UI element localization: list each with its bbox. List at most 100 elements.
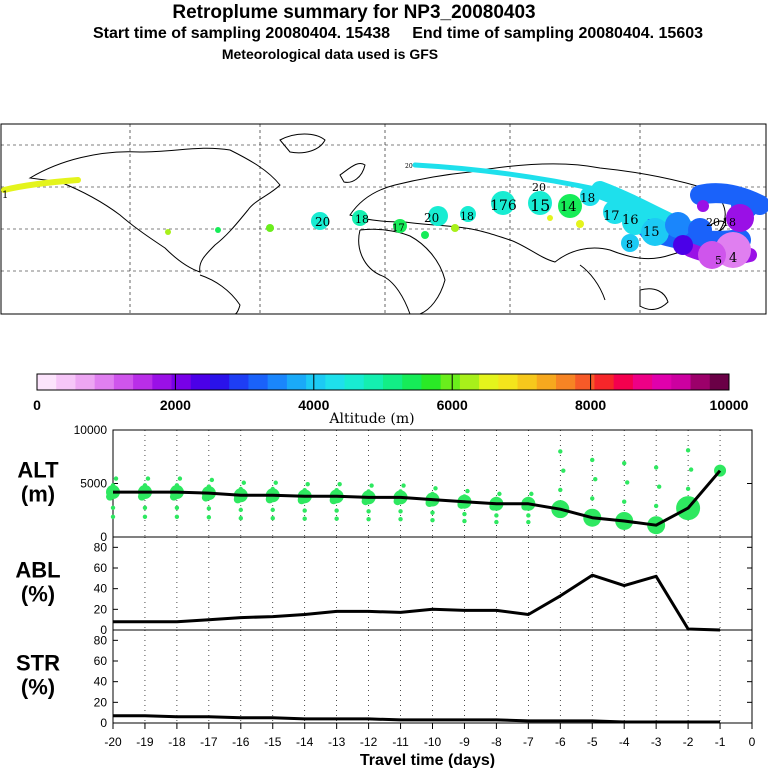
plume-particle-dot [653, 503, 659, 509]
plume-particle-dot [270, 486, 275, 492]
plume-particle-dot [494, 513, 499, 518]
plume-particle-dot [593, 477, 598, 482]
colorbar-swatch [229, 374, 249, 390]
colorbar-swatch [133, 374, 153, 390]
colorbar-tick-label: 10000 [710, 397, 749, 413]
colorbar-swatch [556, 374, 576, 390]
plume-particle-dot [462, 511, 467, 517]
x-tick-label: -2 [683, 735, 694, 749]
x-tick-label: -8 [491, 735, 502, 749]
colorbar-tick-label: 2000 [160, 397, 191, 413]
plume-particle-dot [526, 496, 531, 502]
plume-particle-dot [494, 519, 499, 525]
plume-particle-dot [366, 516, 371, 522]
plume-particle-dot [688, 467, 694, 472]
panel-ylabel: ALT [17, 458, 59, 483]
plume-particle-dot [334, 516, 339, 521]
series-line-abl [113, 573, 721, 632]
plume-particle-dot [625, 480, 630, 485]
plume-particle-dot [337, 481, 342, 487]
panel-frame [112, 629, 753, 724]
plume-particle-dot [398, 489, 403, 494]
colorbar-swatch [248, 374, 269, 390]
plume-particle-dot [174, 505, 180, 510]
x-axis: -20 -19 -18 -17 -16 -15 -14 -13 -12 -11 -10 -9 -8 -7-… [104, 723, 756, 768]
colorbar-swatch [652, 374, 672, 390]
plume-particle-dot [529, 491, 534, 497]
colorbar-swatch [498, 374, 519, 390]
plume-particle-dot [334, 488, 339, 493]
y-tick-label: 60 [94, 654, 108, 668]
plume-particle-dot [558, 502, 563, 508]
plume-particle-dot [174, 514, 180, 519]
time-series-panels: 0500010000ALT(m)020406080ABL(%)020406080… [15, 423, 755, 768]
plume-particle-dot [590, 457, 595, 463]
x-tick-label: -5 [587, 735, 598, 749]
colorbar-tick-label: 6000 [437, 397, 468, 413]
plume-particle-dot [685, 486, 691, 492]
y-tick-label: 80 [94, 633, 108, 647]
map-label: 176 [490, 198, 517, 214]
series-line-str [113, 714, 720, 724]
x-tick-label: -7 [523, 735, 534, 749]
colorbar-swatch [575, 374, 595, 390]
colorbar-swatch [690, 374, 711, 390]
y-tick-label: 5000 [80, 477, 107, 491]
map-label: 18 [722, 216, 736, 229]
y-tick-label: 60 [94, 561, 108, 575]
plume-particle-dot [206, 515, 212, 520]
plume-particle-dot [622, 460, 627, 466]
colorbar-swatch [440, 374, 461, 390]
colorbar-swatch [671, 374, 692, 390]
colorbar-swatch [190, 374, 211, 390]
plume-particle-dot [334, 508, 339, 513]
y-tick-label: 0 [100, 530, 107, 544]
plume-particle-dot [465, 488, 470, 494]
x-tick-label: -17 [200, 735, 218, 749]
colorbar-label: Altitude (m) [328, 411, 414, 427]
plume-particle-dot [433, 486, 438, 491]
x-tick-label: -13 [328, 735, 346, 749]
plume-particle-dot [110, 483, 116, 488]
map-label: 14 [560, 200, 577, 215]
y-tick-label: 40 [94, 582, 108, 596]
x-tick-label: -6 [555, 735, 566, 749]
world-map: 20 18 17 20 18 176 15 14 20 18 17 16 15 … [0, 123, 768, 315]
plume-particle-dot [305, 481, 310, 487]
x-tick-label: -20 [104, 735, 122, 749]
colorbar-swatch [113, 374, 134, 390]
map-label: 4 [729, 251, 737, 266]
colorbar-tick-label: 4000 [298, 397, 329, 413]
plume-particle-dot [145, 476, 151, 481]
plume-day-labels: 20 18 17 20 18 176 15 14 20 18 17 16 15 … [2, 163, 737, 267]
y-tick-label: 80 [94, 540, 108, 554]
panel-ylabel: STR [16, 651, 60, 676]
plume-particle-dot [142, 514, 148, 519]
plume-particle-dot [142, 483, 148, 488]
series-line-alt [113, 469, 722, 527]
x-axis-label: Travel time (days) [360, 752, 495, 768]
colorbar-swatch [536, 374, 557, 390]
colorbar-swatch [286, 374, 307, 390]
colorbar-tick-label: 8000 [575, 397, 606, 413]
x-tick-label: -18 [168, 735, 186, 749]
colorbar-swatch [709, 374, 730, 390]
plume-particle-dot [238, 507, 243, 513]
plume-particle-dot [430, 517, 435, 523]
map-label: 20 [706, 216, 720, 229]
colorbar-swatch [594, 374, 615, 390]
colorbar: 0 2000 4000 6000 8000 10000 Altitude (m) [33, 373, 749, 427]
plume-particle-dot [369, 483, 374, 488]
plume-particle-dot [561, 468, 566, 473]
plume-particle-dot [622, 499, 627, 504]
x-tick-label: -19 [136, 735, 154, 749]
plume-particle-dot [302, 488, 307, 493]
plume-particle-dot [462, 494, 467, 499]
x-tick-label: -14 [296, 735, 314, 749]
map-label: 20 [315, 215, 330, 229]
y-tick-label: 20 [94, 602, 108, 616]
map-label: 1 [2, 190, 8, 201]
plume-particle-dot [110, 514, 116, 519]
plume-particle-dot [113, 476, 119, 481]
